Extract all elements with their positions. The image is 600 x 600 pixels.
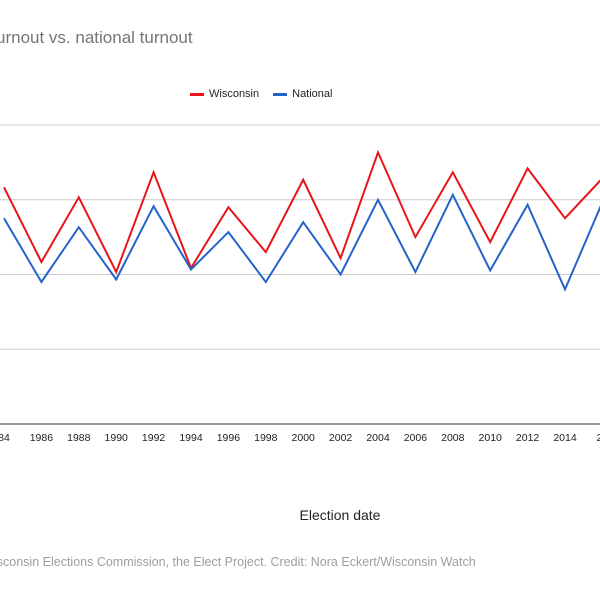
legend-item-wisconsin: Wisconsin <box>190 88 259 100</box>
legend-label-wisconsin: Wisconsin <box>209 88 260 100</box>
x-tick-label: 2000 <box>292 432 316 444</box>
x-tick-label: 2006 <box>404 432 428 444</box>
x-tick-label: 2002 <box>329 432 353 444</box>
x-tick-label: 2010 <box>479 432 503 444</box>
x-tick-label: 1998 <box>254 432 278 444</box>
legend-swatch-wisconsin <box>190 92 204 96</box>
x-tick-label: 2012 <box>516 432 540 444</box>
x-tick-label: 84 <box>0 432 10 444</box>
x-tick-label: 1986 <box>30 432 54 444</box>
x-tick-label: 2014 <box>553 432 577 444</box>
x-tick-label: 2008 <box>441 432 465 444</box>
x-axis-label: Election date <box>299 507 381 523</box>
x-tick-label: 20 <box>597 432 600 444</box>
series-line-national <box>3 192 600 292</box>
source-credit: isconsin Elections Commission, the Elect… <box>0 555 476 569</box>
legend-label-national: National <box>292 88 333 100</box>
chart-title: urnout vs. national turnout <box>0 28 193 47</box>
x-tick-label: 1990 <box>105 432 129 444</box>
x-tick-label: 1992 <box>142 432 166 444</box>
legend-item-national: National <box>273 88 332 100</box>
series-line-wisconsin <box>3 149 600 275</box>
legend-swatch-national <box>273 92 288 96</box>
legend: Wisconsin National <box>190 88 346 100</box>
x-tick-label: 2004 <box>366 432 390 444</box>
x-tick-label: 1994 <box>179 432 203 444</box>
x-tick-label: 1996 <box>217 432 241 444</box>
x-tick-label: 1988 <box>67 432 91 444</box>
